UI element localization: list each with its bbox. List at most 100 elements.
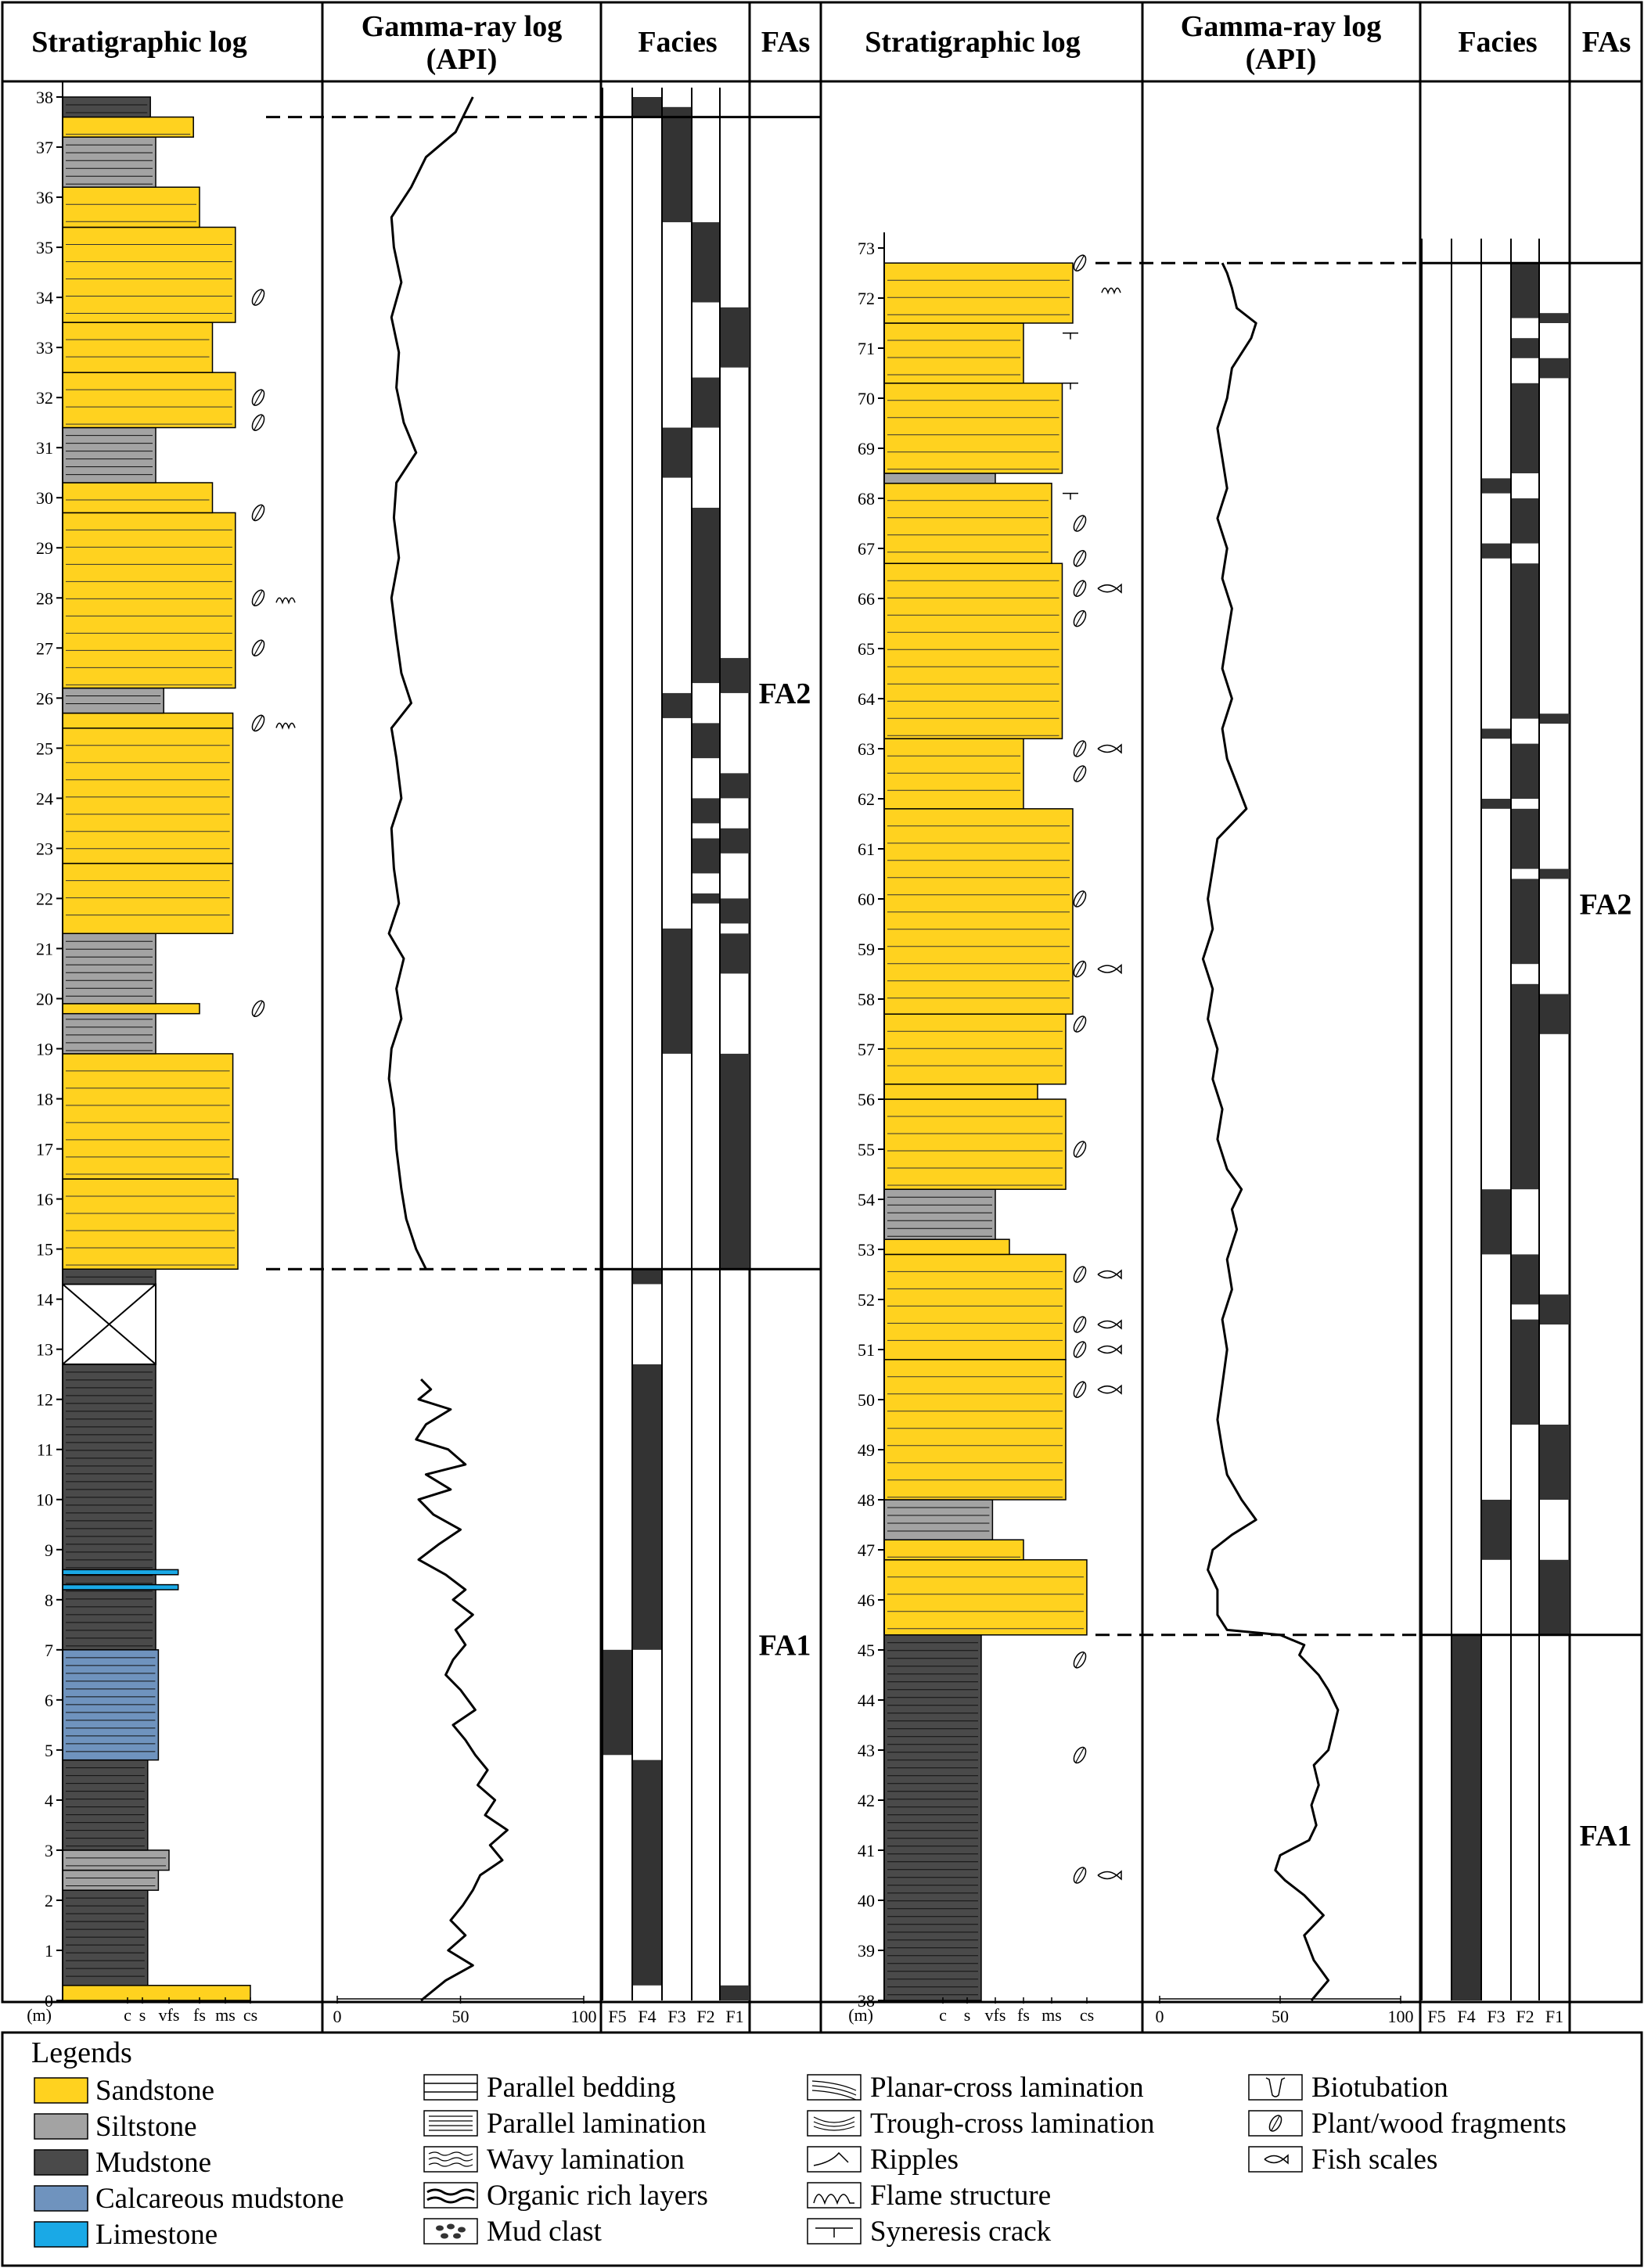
facies-column-label-F2: F2 [1516,2007,1534,2026]
facies-column-label-F5: F5 [1427,2007,1445,2026]
left-facies-columns [602,88,750,2000]
right-facies-columns [1421,239,1570,2000]
limestone-bed [62,1569,179,1576]
facies-interval-F1 [720,773,750,799]
facies-interval-F2 [692,508,720,684]
legend-label-limestone: Limestone [95,2219,218,2251]
depth-tick-label: 31 [36,438,53,458]
depth-tick-label: 32 [36,388,53,408]
depth-tick-label: 37 [36,138,53,157]
sandstone-bed [62,1178,239,1270]
siltstone-bed [62,1849,170,1871]
legend-label-plant-fragment: Plant/wood fragments [1311,2108,1567,2140]
plant-fragment-outline [251,714,265,732]
facies-interval-F2 [1511,563,1539,719]
depth-tick-label: 43 [858,1741,875,1760]
depth-tick-label: 5 [45,1741,53,1760]
mud-clast-dot [436,2225,444,2231]
plant-fragment-stem [1075,611,1085,626]
depth-tick-label: 30 [36,488,53,508]
plant-fragment-icon [251,639,265,657]
sandstone-bed [883,1084,1038,1100]
mud-clast-dot [458,2227,466,2233]
facies-interval-F1 [1539,358,1570,379]
right-bottom-axis: (m) c s vfs fs ms cs 0 50 100 F5 F4 F3 F2 F1 [848,1996,1563,2026]
depth-tick-label: 20 [36,989,53,1008]
depth-tick-label: 22 [36,889,53,908]
depth-tick-label: 36 [36,188,53,207]
sandstone-bed [62,512,236,689]
syneresis-crack-icon [1063,383,1078,390]
facies-interval-F5 [603,1649,632,1756]
depth-unit-label: (m) [848,2005,873,2025]
facies-interval-F1 [1539,1425,1570,1500]
legend-label-flame-structure: Flame structure [870,2180,1051,2212]
legend-icon-box [423,2218,478,2245]
plant-fragment-icon [1073,515,1087,532]
depth-tick-label: 9 [45,1540,53,1560]
plant-fragment-icon [1248,2110,1303,2137]
legend-icon-box [423,2110,478,2137]
facies-interval-F1 [720,828,750,854]
mudstone-bed [62,1364,156,1651]
sandstone-bed [62,482,214,514]
sandstone-bed [62,727,234,864]
legend-label-wavy-lamination: Wavy lamination [487,2144,685,2176]
fish-scale-icon [1248,2146,1303,2173]
gamma-axis-label: 50 [452,2007,469,2026]
parallel-bedding-icon [423,2074,478,2101]
facies-interval-F2 [1511,383,1539,473]
depth-tick-label: 68 [858,489,875,509]
depth-tick-label: 39 [858,1941,875,1961]
biotubation-icon [1248,2074,1303,2101]
crack-line [815,2227,853,2237]
depth-tick-label: 50 [858,1390,875,1410]
depth-tick-label: 15 [36,1240,53,1260]
plant-fragment-icon [1073,550,1087,567]
siltstone-bed [62,933,156,1005]
plant-fragment-outline [251,414,265,431]
depth-tick-label: 57 [858,1040,875,1059]
legend-label-fish-scale: Fish scales [1311,2144,1437,2176]
depth-tick-label: 71 [858,339,875,358]
header-gamma-left-line1: Gamma-ray log [362,10,562,43]
header-facies-left: Facies [638,26,717,59]
depth-tick-label: 13 [36,1340,53,1360]
plant-fragment-stem [1075,551,1085,566]
grain-size-label-fs: fs [193,2005,206,2025]
facies-interval-F1 [1539,1559,1570,1635]
gamma-axis-label: 0 [333,2007,342,2026]
fish-scale-icon [1097,1269,1122,1280]
plant-fragment-icon [1073,580,1087,597]
plant-fragment-stem [1075,1141,1085,1157]
facies-interval-F2 [1511,1254,1539,1305]
plant-fragment-outline [1073,580,1087,597]
mud-clast-icon [423,2218,478,2245]
header-fas-left: FAs [761,26,811,59]
wavy-line [428,2151,473,2156]
cross-lamination-line [811,2090,857,2101]
plant-fragment-outline [251,639,265,657]
facies-interval-F4 [632,1759,662,1986]
depth-tick-label: 26 [36,688,53,708]
legend-swatch-siltstone [34,2113,88,2140]
facies-interval-F2 [692,723,720,759]
depth-tick-label: 4 [45,1791,53,1810]
plant-fragment-outline [1073,1341,1087,1358]
plant-fragment-icon [1073,890,1087,908]
facies-interval-F3 [662,106,692,223]
depth-tick-label: 33 [36,338,53,358]
flame-structure-icon [275,722,296,730]
cross-lamination-line [811,2085,857,2096]
fish-scale-shape [1097,1870,1122,1881]
depth-tick-label: 72 [858,289,875,308]
facies-interval-F2 [1511,983,1539,1190]
ripple-line [813,2151,849,2166]
fish-outline [1264,2154,1289,2165]
facies-interval-F2 [1511,263,1539,318]
plant-fragment-icon [251,1000,265,1018]
plant-fragment-stem [1075,1652,1085,1668]
plant-fragment-outline [1073,1381,1087,1398]
plant-fragment-stem [1075,741,1085,757]
